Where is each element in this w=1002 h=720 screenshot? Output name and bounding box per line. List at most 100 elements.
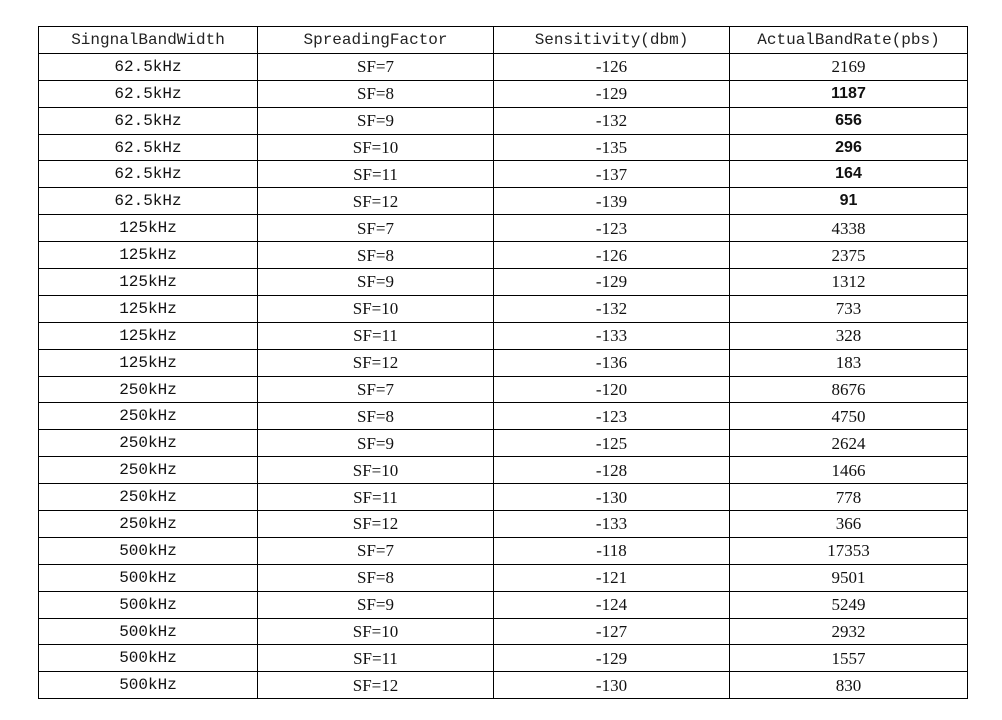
cell-spreading-factor: SF=9: [257, 106, 494, 135]
cell-rate: 2169: [729, 52, 968, 81]
cell-bandwidth: 125kHz: [38, 348, 258, 377]
cell-spreading-factor: SF=7: [257, 375, 494, 404]
cell-bandwidth: 250kHz: [38, 429, 258, 458]
cell-bandwidth: 500kHz: [38, 536, 258, 565]
cell-rate: 830: [729, 671, 968, 700]
table-row: 500kHz SF=10 -127 2932: [38, 617, 968, 646]
header-rate: ActualBandRate(pbs): [729, 26, 968, 54]
table-row: 62.5kHz SF=11 -137 164: [38, 160, 968, 189]
cell-spreading-factor: SF=12: [257, 187, 494, 216]
cell-spreading-factor: SF=10: [257, 294, 494, 323]
cell-bandwidth: 500kHz: [38, 617, 258, 646]
cell-sensitivity: -123: [493, 402, 730, 431]
cell-bandwidth: 125kHz: [38, 241, 258, 270]
cell-rate: 1187: [729, 79, 968, 108]
table-row: 250kHz SF=12 -133 366: [38, 510, 968, 538]
table-body: 62.5kHz SF=7 -126 2169 62.5kHz SF=8 -129 1187 62…: [38, 52, 968, 700]
cell-rate: 4338: [729, 214, 968, 243]
table-row: 250kHz SF=9 -125 2624: [38, 429, 968, 458]
cell-bandwidth: 250kHz: [38, 402, 258, 431]
cell-bandwidth: 62.5kHz: [38, 52, 258, 81]
cell-sensitivity: -130: [493, 671, 730, 700]
header-bandwidth: SingnalBandWidth: [38, 26, 258, 54]
table-row: 125kHz SF=12 -136 183: [38, 348, 968, 377]
cell-bandwidth: 500kHz: [38, 563, 258, 592]
cell-bandwidth: 125kHz: [38, 268, 258, 296]
cell-rate: 5249: [729, 590, 968, 619]
cell-bandwidth: 125kHz: [38, 321, 258, 350]
cell-spreading-factor: SF=10: [257, 133, 494, 162]
cell-rate: 183: [729, 348, 968, 377]
header-spreading-factor: SpreadingFactor: [257, 26, 494, 54]
cell-spreading-factor: SF=7: [257, 52, 494, 81]
cell-bandwidth: 500kHz: [38, 590, 258, 619]
table-row: 500kHz SF=7 -118 17353: [38, 536, 968, 565]
cell-rate: 1312: [729, 268, 968, 296]
cell-bandwidth: 125kHz: [38, 294, 258, 323]
cell-spreading-factor: SF=7: [257, 536, 494, 565]
cell-sensitivity: -124: [493, 590, 730, 619]
cell-sensitivity: -127: [493, 617, 730, 646]
cell-rate: 91: [729, 187, 968, 216]
table-row: 250kHz SF=10 -128 1466: [38, 456, 968, 485]
cell-rate: 778: [729, 483, 968, 512]
header-sensitivity: Sensitivity(dbm): [493, 26, 730, 54]
cell-rate: 328: [729, 321, 968, 350]
cell-bandwidth: 250kHz: [38, 483, 258, 512]
cell-spreading-factor: SF=12: [257, 671, 494, 700]
cell-bandwidth: 500kHz: [38, 671, 258, 700]
cell-rate: 656: [729, 106, 968, 135]
table-row: 500kHz SF=12 -130 830: [38, 671, 968, 700]
cell-spreading-factor: SF=12: [257, 510, 494, 538]
table-row: 125kHz SF=10 -132 733: [38, 294, 968, 323]
cell-spreading-factor: SF=10: [257, 456, 494, 485]
cell-rate: 4750: [729, 402, 968, 431]
table-row: 250kHz SF=11 -130 778: [38, 483, 968, 512]
cell-bandwidth: 62.5kHz: [38, 133, 258, 162]
cell-sensitivity: -128: [493, 456, 730, 485]
cell-sensitivity: -133: [493, 321, 730, 350]
cell-spreading-factor: SF=8: [257, 241, 494, 270]
cell-rate: 9501: [729, 563, 968, 592]
cell-spreading-factor: SF=9: [257, 429, 494, 458]
cell-spreading-factor: SF=8: [257, 563, 494, 592]
cell-spreading-factor: SF=7: [257, 214, 494, 243]
cell-sensitivity: -137: [493, 160, 730, 189]
table-row: 62.5kHz SF=12 -139 91: [38, 187, 968, 216]
table-row: 500kHz SF=11 -129 1557: [38, 644, 968, 673]
cell-rate: 164: [729, 160, 968, 189]
cell-sensitivity: -132: [493, 294, 730, 323]
cell-rate: 366: [729, 510, 968, 538]
cell-rate: 296: [729, 133, 968, 162]
table-row: 125kHz SF=8 -126 2375: [38, 241, 968, 270]
cell-spreading-factor: SF=8: [257, 402, 494, 431]
cell-sensitivity: -132: [493, 106, 730, 135]
table-row: 62.5kHz SF=9 -132 656: [38, 106, 968, 135]
table-row: 125kHz SF=11 -133 328: [38, 321, 968, 350]
cell-rate: 17353: [729, 536, 968, 565]
cell-sensitivity: -120: [493, 375, 730, 404]
cell-bandwidth: 250kHz: [38, 510, 258, 538]
cell-bandwidth: 500kHz: [38, 644, 258, 673]
lora-parameter-table: SingnalBandWidth SpreadingFactor Sensiti…: [38, 26, 968, 700]
cell-sensitivity: -126: [493, 241, 730, 270]
cell-rate: 2375: [729, 241, 968, 270]
cell-sensitivity: -136: [493, 348, 730, 377]
cell-spreading-factor: SF=10: [257, 617, 494, 646]
cell-sensitivity: -123: [493, 214, 730, 243]
table-row: 250kHz SF=7 -120 8676: [38, 375, 968, 404]
cell-sensitivity: -135: [493, 133, 730, 162]
cell-spreading-factor: SF=11: [257, 644, 494, 673]
cell-bandwidth: 62.5kHz: [38, 106, 258, 135]
table-row: 125kHz SF=9 -129 1312: [38, 268, 968, 296]
table-row: 62.5kHz SF=8 -129 1187: [38, 79, 968, 108]
cell-bandwidth: 250kHz: [38, 456, 258, 485]
table-row: 500kHz SF=9 -124 5249: [38, 590, 968, 619]
header-row: SingnalBandWidth SpreadingFactor Sensiti…: [38, 26, 968, 54]
table-row: 62.5kHz SF=10 -135 296: [38, 133, 968, 162]
cell-bandwidth: 62.5kHz: [38, 79, 258, 108]
cell-spreading-factor: SF=9: [257, 268, 494, 296]
cell-sensitivity: -130: [493, 483, 730, 512]
table-row: 62.5kHz SF=7 -126 2169: [38, 52, 968, 81]
cell-sensitivity: -121: [493, 563, 730, 592]
